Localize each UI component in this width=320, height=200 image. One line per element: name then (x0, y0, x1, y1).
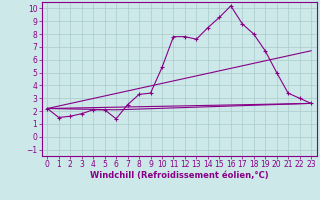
X-axis label: Windchill (Refroidissement éolien,°C): Windchill (Refroidissement éolien,°C) (90, 171, 268, 180)
